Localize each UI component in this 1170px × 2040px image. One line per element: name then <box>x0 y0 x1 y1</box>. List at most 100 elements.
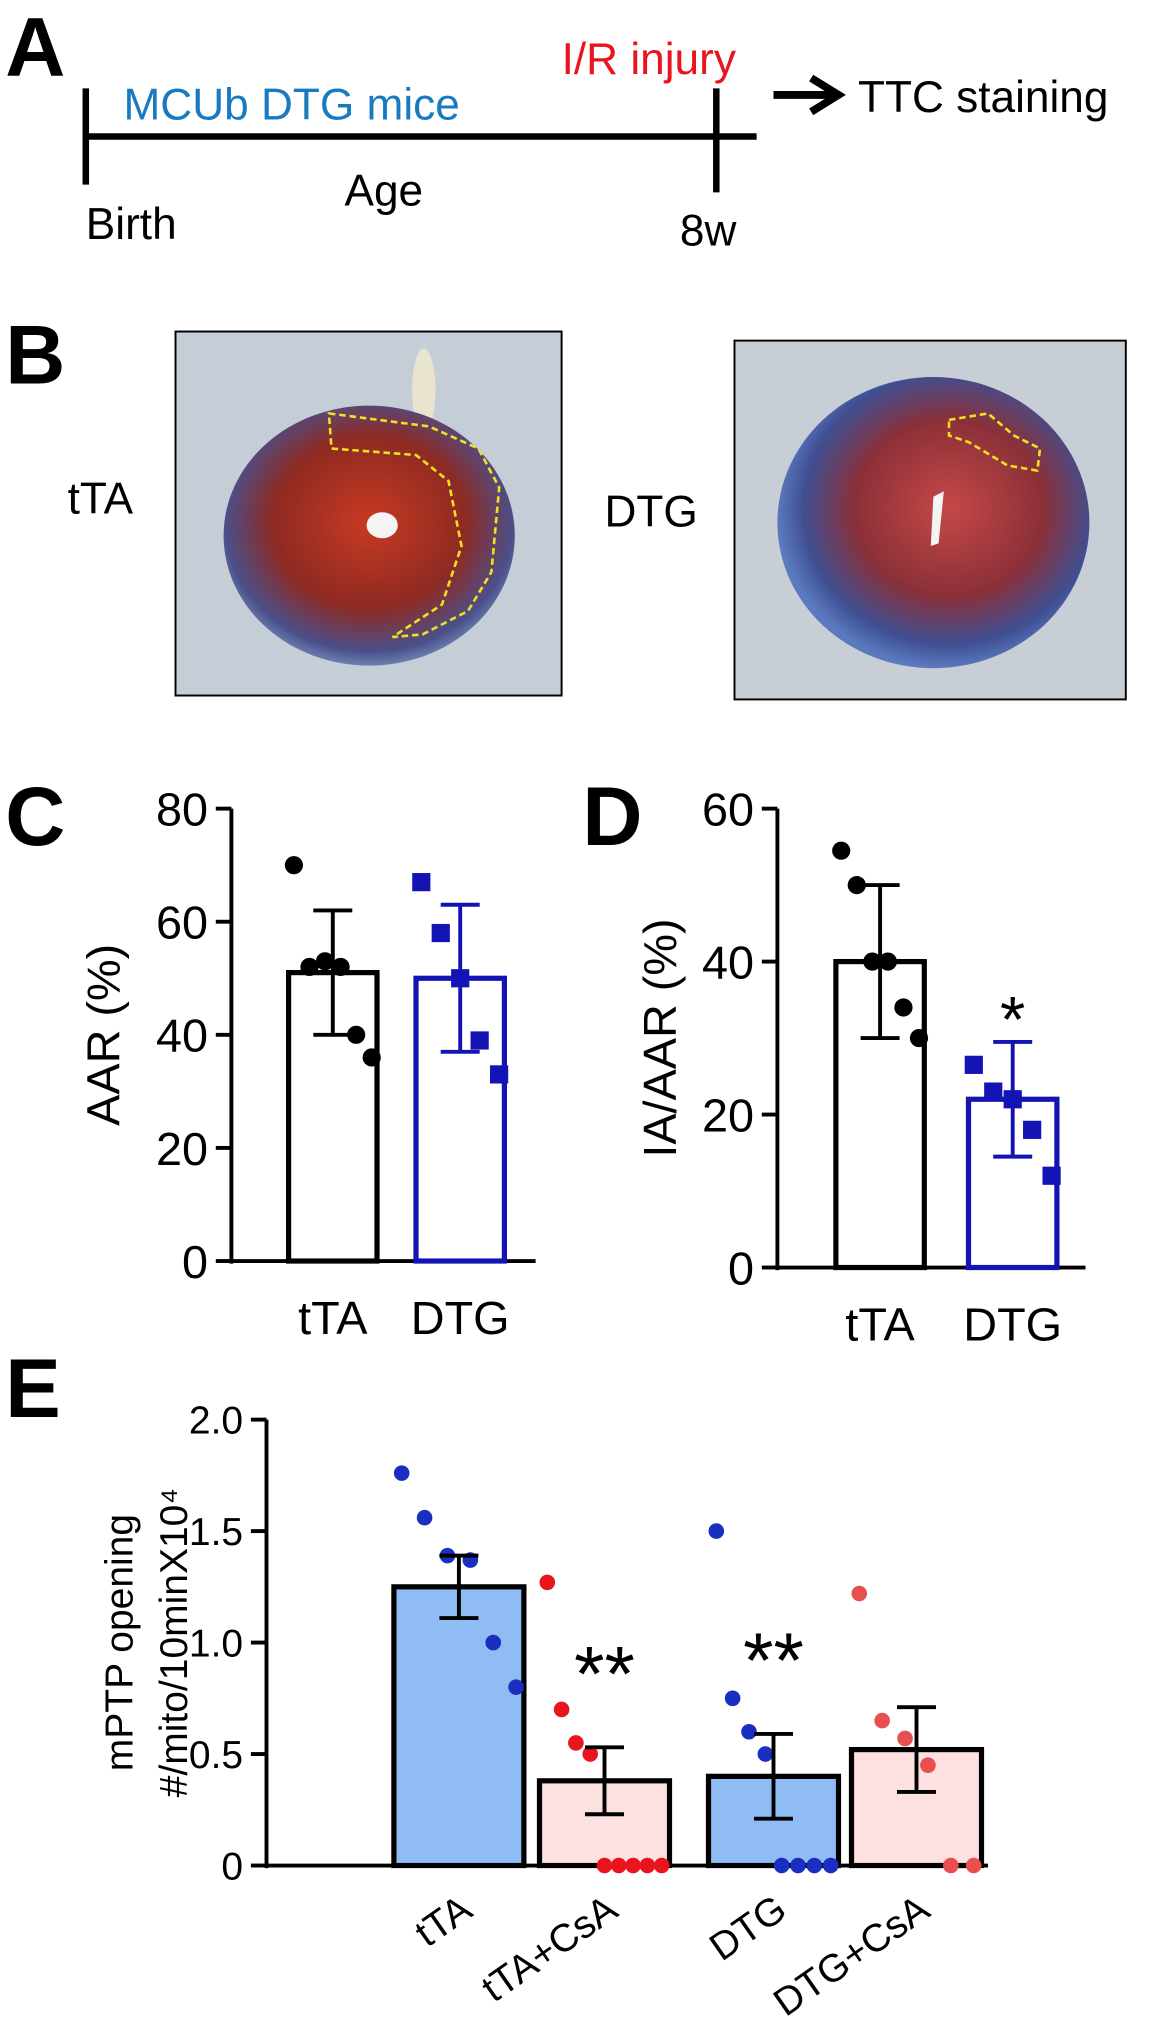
data-point <box>489 1065 509 1084</box>
data-point <box>863 952 882 971</box>
group-label: MCUb DTG mice <box>123 81 459 130</box>
y-tick-label: 40 <box>156 1010 208 1062</box>
data-point <box>416 1509 433 1526</box>
y-axis-label: mPTP opening <box>99 1514 142 1771</box>
x-tick-label: tTA <box>408 1887 480 1955</box>
data-point <box>964 1055 983 1074</box>
significance-label: ** <box>743 1616 804 1704</box>
error-bar <box>440 902 480 1054</box>
data-point <box>878 952 897 971</box>
data-point <box>943 1857 959 1874</box>
data-point <box>757 1746 774 1762</box>
data-point <box>431 923 450 943</box>
photo-label: DTG <box>605 488 698 537</box>
panel-label: C <box>5 770 65 863</box>
lumen <box>930 491 944 547</box>
y-tick-label: 0.5 <box>189 1734 243 1777</box>
data-point <box>741 1723 757 1740</box>
data-point <box>596 1857 613 1874</box>
y-tick-label: 1.0 <box>189 1623 243 1666</box>
x-tick-label: DTG <box>411 1292 510 1344</box>
error-bar <box>313 908 353 1037</box>
y-tick-label: 40 <box>702 936 754 988</box>
infarct-outline <box>327 411 501 639</box>
data-point <box>708 1523 725 1539</box>
x-tick-label: tTA <box>298 1292 368 1344</box>
y-tick-label: 1.5 <box>189 1511 243 1554</box>
lumen <box>366 512 398 539</box>
y-tick-label: 20 <box>156 1123 208 1175</box>
bar-chart: C AAR (%) 0 20 40 60 80 tTA DTG <box>5 770 536 1344</box>
error-bar <box>754 1732 793 1821</box>
panel-label: A <box>5 0 65 93</box>
photo-label: tTA <box>68 475 134 524</box>
data-point <box>653 1857 670 1874</box>
y-tick-label: 0 <box>182 1236 208 1288</box>
data-point <box>568 1735 584 1751</box>
x-tick-label: DTG+CsA <box>766 1887 937 2025</box>
error-bar <box>993 1039 1033 1159</box>
bar <box>391 1584 527 1869</box>
data-point <box>847 876 866 895</box>
y-tick-label: 60 <box>156 897 208 949</box>
panel-label: E <box>5 1342 61 1435</box>
y-tick-label: 2.0 <box>189 1400 243 1443</box>
data-point <box>851 1585 868 1602</box>
y-tick-label: 0 <box>728 1242 754 1294</box>
data-point <box>1042 1166 1061 1185</box>
data-point <box>315 952 335 971</box>
data-point <box>920 1757 936 1773</box>
arrow-head <box>809 74 846 116</box>
data-point <box>832 841 851 860</box>
x-tick-label: tTA <box>845 1298 915 1350</box>
data-point <box>773 1857 790 1874</box>
y-tick-label: 80 <box>156 783 208 835</box>
axis-label: Age <box>345 166 424 215</box>
data-point <box>874 1712 890 1729</box>
data-point <box>412 873 431 892</box>
data-point <box>984 1082 1003 1101</box>
data-point <box>553 1701 570 1718</box>
error-bar <box>897 1705 936 1794</box>
data-point <box>822 1857 839 1874</box>
start-label: Birth <box>86 200 177 249</box>
significance-label: ** <box>574 1630 635 1718</box>
data-point <box>724 1690 741 1707</box>
error-bar <box>860 883 900 1041</box>
event-label: I/R injury <box>562 35 736 84</box>
photo-panel: B tTA DTG <box>5 309 1127 701</box>
x-tick-label: DTG <box>963 1298 1062 1350</box>
data-point <box>1023 1120 1042 1139</box>
y-axis-label: AAR (%) <box>78 944 130 1126</box>
data-point <box>790 1857 806 1874</box>
y-tick-label: 20 <box>702 1089 754 1141</box>
data-point <box>639 1857 656 1874</box>
x-tick-label: DTG <box>702 1887 794 1969</box>
error-bar <box>585 1745 624 1817</box>
data-point <box>806 1857 823 1874</box>
data-point <box>508 1679 524 1695</box>
outcome-label: TTC staining <box>858 73 1108 122</box>
infarct-outline <box>947 412 1042 473</box>
tissue <box>412 348 436 432</box>
data-point <box>894 998 913 1017</box>
timeline-panel: A MCUb DTG mice I/R injury TTC staining … <box>5 0 1108 255</box>
x-tick-label: tTA+CsA <box>474 1887 625 2011</box>
data-point <box>625 1857 641 1874</box>
bar-chart: D IA/AAR (%) 0 20 40 60 tTA * DTG <box>582 770 1086 1350</box>
panel-label: B <box>5 309 65 402</box>
significance-label: * <box>1000 983 1025 1056</box>
data-point <box>909 1028 929 1048</box>
data-point <box>611 1857 627 1874</box>
data-point <box>470 1031 489 1050</box>
data-point <box>485 1634 502 1651</box>
y-axis-label: IA/AAR (%) <box>634 918 686 1157</box>
end-label: 8w <box>680 207 738 256</box>
data-point <box>965 1857 982 1874</box>
data-point <box>393 1465 410 1481</box>
y-tick-label: 0 <box>221 1846 243 1889</box>
data-point <box>284 856 304 875</box>
data-point <box>300 957 319 977</box>
